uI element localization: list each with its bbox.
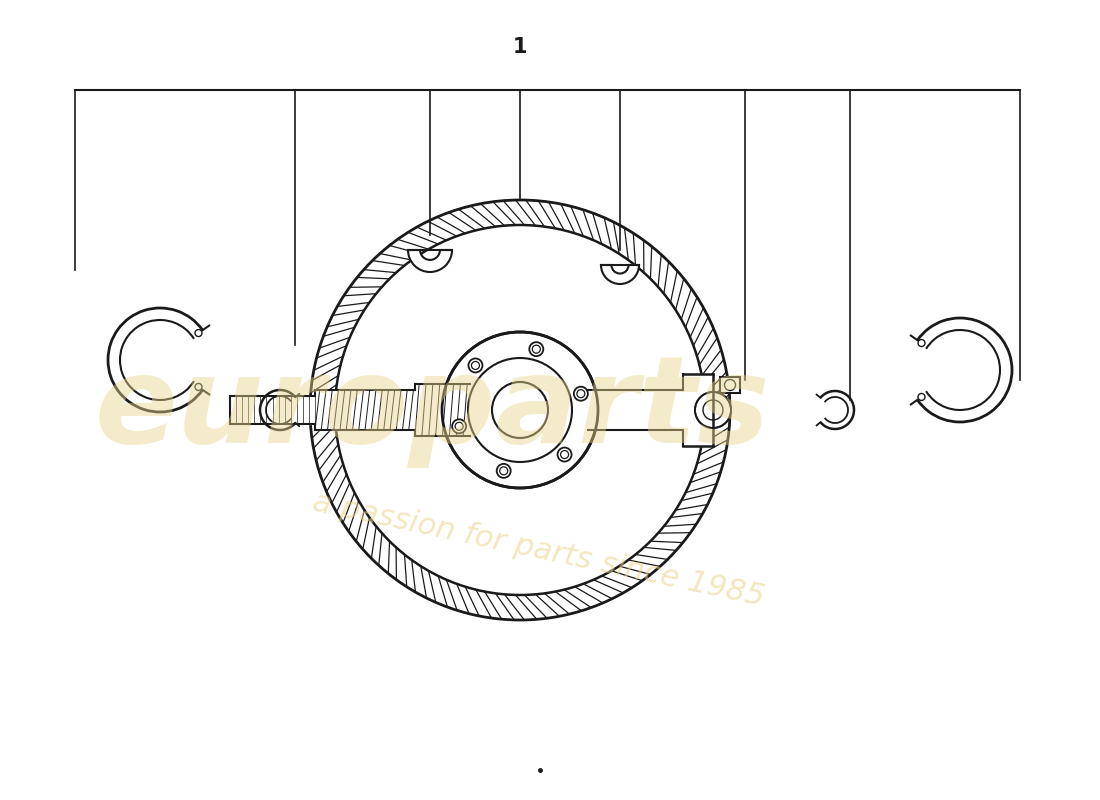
Polygon shape: [683, 374, 713, 446]
Polygon shape: [363, 518, 376, 558]
Polygon shape: [526, 200, 556, 229]
Polygon shape: [544, 591, 582, 614]
Polygon shape: [505, 594, 537, 620]
Polygon shape: [583, 580, 624, 598]
Polygon shape: [310, 365, 341, 393]
Polygon shape: [447, 580, 469, 614]
Polygon shape: [602, 570, 642, 588]
Polygon shape: [675, 278, 691, 319]
Polygon shape: [614, 222, 628, 260]
Circle shape: [442, 332, 598, 488]
Polygon shape: [397, 232, 438, 250]
Polygon shape: [429, 570, 448, 607]
Circle shape: [558, 447, 572, 462]
Polygon shape: [700, 427, 729, 455]
Polygon shape: [350, 278, 389, 287]
Polygon shape: [415, 384, 470, 436]
Polygon shape: [310, 385, 337, 415]
Polygon shape: [437, 213, 476, 234]
Polygon shape: [693, 450, 726, 474]
Polygon shape: [396, 547, 407, 587]
Polygon shape: [314, 425, 337, 461]
Polygon shape: [664, 262, 678, 302]
Text: 1: 1: [513, 37, 527, 57]
Polygon shape: [664, 514, 703, 526]
Polygon shape: [703, 359, 726, 395]
Polygon shape: [310, 405, 336, 438]
Polygon shape: [459, 206, 495, 229]
Polygon shape: [315, 390, 415, 430]
Wedge shape: [601, 265, 639, 284]
Polygon shape: [338, 294, 376, 306]
Polygon shape: [379, 246, 421, 260]
Polygon shape: [636, 547, 676, 559]
Polygon shape: [685, 472, 720, 493]
Polygon shape: [588, 390, 683, 430]
Polygon shape: [693, 317, 714, 356]
Polygon shape: [411, 560, 427, 598]
Wedge shape: [408, 250, 452, 272]
Circle shape: [529, 342, 543, 356]
Polygon shape: [564, 586, 603, 607]
Polygon shape: [465, 586, 492, 618]
Polygon shape: [319, 444, 341, 482]
Polygon shape: [571, 206, 594, 240]
Polygon shape: [700, 338, 722, 376]
Circle shape: [452, 419, 466, 434]
Circle shape: [695, 392, 732, 428]
Polygon shape: [481, 202, 516, 226]
Polygon shape: [319, 327, 354, 348]
Polygon shape: [685, 297, 704, 338]
Polygon shape: [327, 464, 346, 503]
Polygon shape: [327, 310, 364, 327]
Polygon shape: [417, 222, 456, 240]
Polygon shape: [593, 213, 612, 250]
Polygon shape: [525, 594, 560, 618]
Polygon shape: [549, 202, 575, 234]
Polygon shape: [705, 382, 729, 415]
Circle shape: [469, 358, 483, 373]
Polygon shape: [378, 533, 389, 574]
Polygon shape: [634, 233, 643, 273]
Polygon shape: [314, 346, 346, 370]
Circle shape: [310, 200, 730, 620]
Polygon shape: [503, 200, 536, 226]
Polygon shape: [349, 501, 364, 542]
Polygon shape: [337, 482, 354, 523]
Polygon shape: [650, 533, 691, 542]
Polygon shape: [675, 493, 713, 510]
Bar: [720, 377, 740, 393]
Polygon shape: [364, 261, 405, 273]
Circle shape: [497, 464, 510, 478]
Text: europarts: europarts: [95, 351, 771, 469]
Text: a passion for parts since 1985: a passion for parts since 1985: [310, 488, 767, 612]
Polygon shape: [650, 246, 661, 287]
Polygon shape: [703, 405, 730, 435]
Polygon shape: [485, 591, 514, 620]
Circle shape: [574, 386, 587, 401]
Polygon shape: [619, 560, 660, 574]
Polygon shape: [230, 396, 315, 424]
